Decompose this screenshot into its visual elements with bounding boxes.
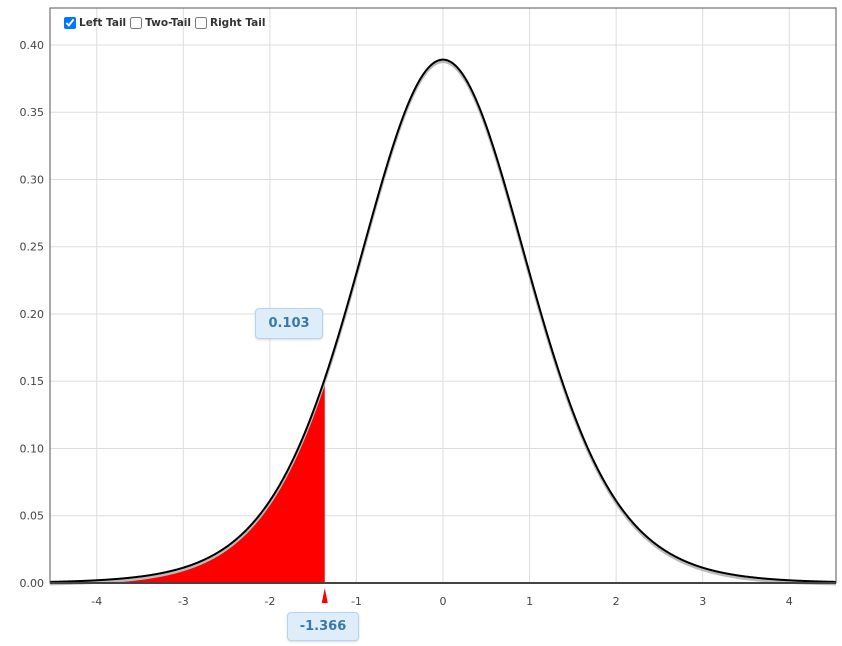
critical-value-label[interactable]: -1.366 [287, 612, 359, 641]
x-tick-label: -1 [351, 595, 362, 608]
x-tick-label: 4 [786, 595, 793, 608]
x-tick-label: 0 [440, 595, 447, 608]
y-tick-label: 0.35 [20, 106, 45, 119]
left-tail-option[interactable]: Left Tail [64, 17, 126, 29]
y-tick-label: 0.40 [20, 39, 45, 52]
tail-probability-label: 0.103 [255, 308, 323, 339]
y-tick-label: 0.15 [20, 375, 45, 388]
x-tick-label: -2 [264, 595, 275, 608]
right-tail-option[interactable]: Right Tail [195, 17, 265, 29]
x-tick-label: -4 [91, 595, 102, 608]
two-tail-option[interactable]: Two-Tail [130, 17, 191, 29]
right-tail-checkbox[interactable] [195, 17, 207, 29]
two-tail-checkbox[interactable] [130, 17, 143, 29]
y-tick-label: 0.25 [20, 241, 45, 254]
left-tail-area [50, 378, 325, 583]
tail-options: Left Tail Two-Tail Right Tail [64, 17, 265, 29]
y-tick-label: 0.00 [20, 577, 45, 590]
critical-value-handle [321, 588, 328, 603]
left-tail-checkbox[interactable] [64, 17, 76, 29]
x-tick-label: -3 [178, 595, 189, 608]
x-tick-label: 3 [699, 595, 706, 608]
y-tick-label: 0.10 [20, 442, 45, 455]
density-curve [49, 58, 837, 583]
x-tick-label: 2 [613, 595, 620, 608]
x-tick-label: 1 [526, 595, 533, 608]
y-tick-label: 0.20 [20, 308, 45, 321]
curve-shadow [49, 60, 837, 586]
y-tick-label: 0.05 [20, 510, 45, 523]
y-tick-label: 0.30 [20, 173, 45, 186]
